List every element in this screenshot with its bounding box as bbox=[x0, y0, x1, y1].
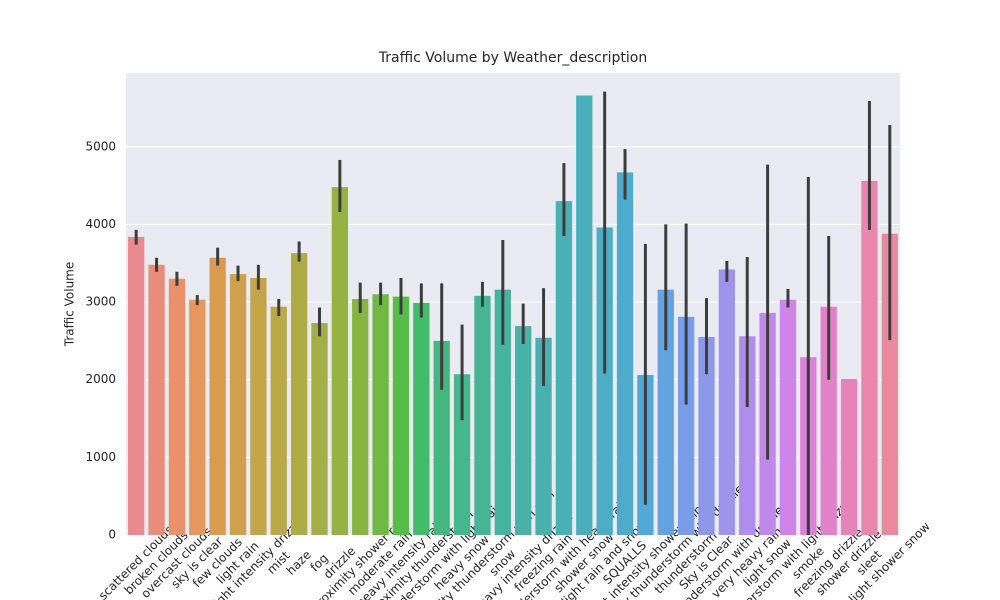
bar bbox=[698, 337, 715, 535]
bar bbox=[453, 374, 471, 535]
bar bbox=[555, 201, 573, 535]
y-tick-label: 3000 bbox=[85, 295, 116, 309]
bar bbox=[250, 277, 267, 535]
bar bbox=[494, 289, 511, 535]
bar bbox=[677, 316, 695, 535]
bar bbox=[576, 95, 593, 536]
bar bbox=[535, 337, 552, 535]
bar bbox=[229, 274, 247, 535]
bar bbox=[515, 326, 532, 535]
bar bbox=[433, 340, 450, 535]
bar bbox=[739, 336, 756, 535]
bar bbox=[413, 302, 430, 535]
bar bbox=[209, 257, 226, 535]
bar bbox=[779, 299, 797, 535]
bar bbox=[474, 295, 491, 535]
bar bbox=[128, 236, 145, 535]
bar bbox=[657, 289, 674, 535]
bar bbox=[372, 294, 389, 535]
bar bbox=[331, 187, 349, 535]
bar bbox=[861, 180, 878, 535]
bar bbox=[881, 233, 898, 535]
bar bbox=[352, 298, 369, 535]
bar bbox=[718, 269, 736, 535]
y-tick-label: 0 bbox=[108, 528, 116, 542]
bar bbox=[148, 264, 165, 535]
bar bbox=[820, 306, 837, 535]
bar bbox=[840, 378, 858, 535]
bar bbox=[290, 253, 308, 535]
bar bbox=[270, 306, 287, 535]
bar bbox=[168, 278, 186, 535]
y-tick-label: 4000 bbox=[85, 217, 116, 231]
bar bbox=[189, 299, 206, 535]
bar bbox=[596, 227, 613, 536]
y-tick-label: 5000 bbox=[85, 139, 116, 153]
bar bbox=[616, 172, 634, 535]
y-tick-label: 1000 bbox=[85, 450, 116, 464]
bar bbox=[311, 323, 328, 535]
y-axis-label: Traffic Volume bbox=[63, 262, 77, 348]
chart-title: Traffic Volume by Weather_description bbox=[378, 50, 647, 66]
bar bbox=[392, 296, 410, 535]
y-tick-label: 2000 bbox=[85, 372, 116, 386]
